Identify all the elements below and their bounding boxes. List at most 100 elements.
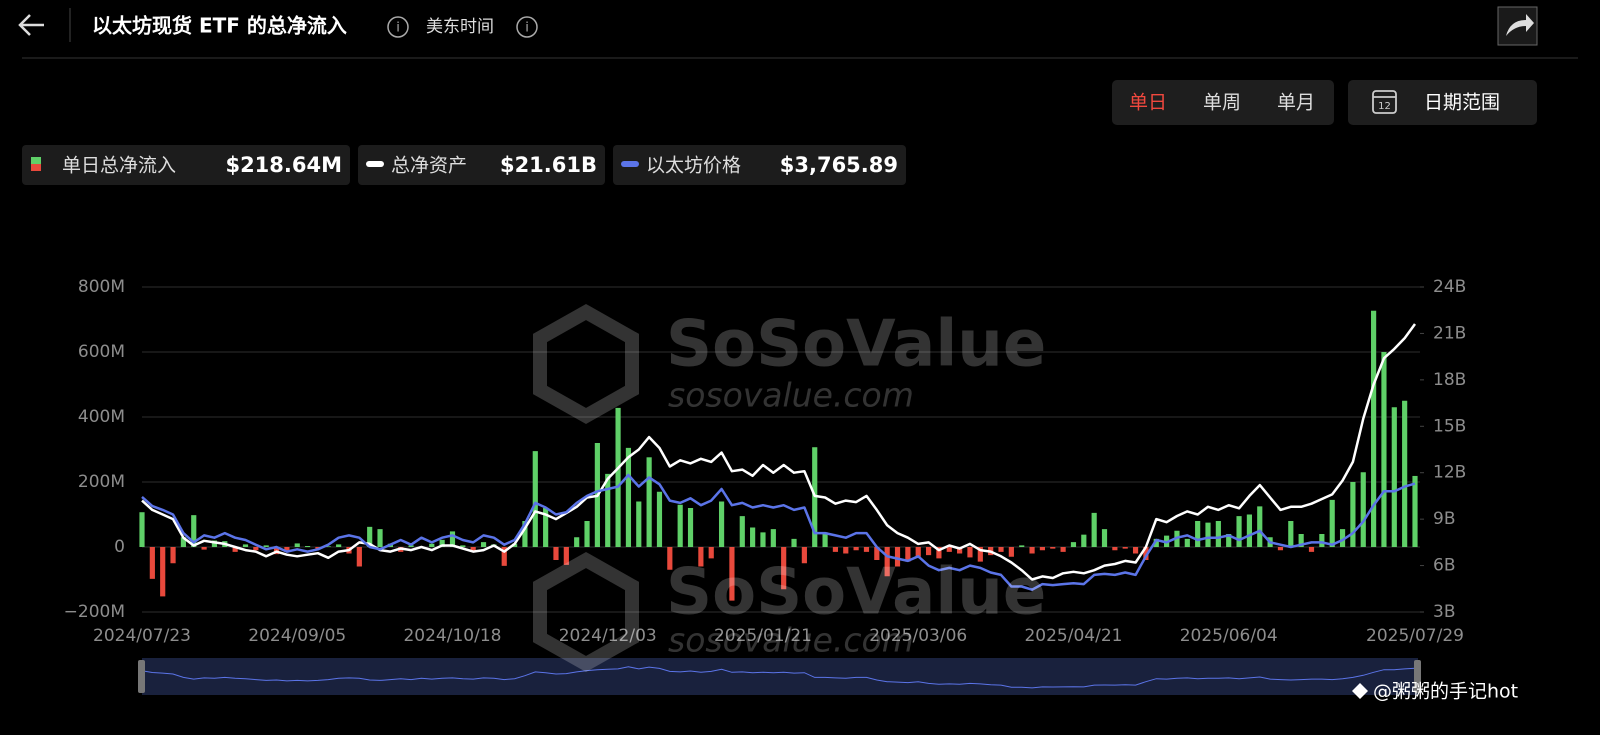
flow-bar [1008,547,1014,557]
flow-bar [574,537,580,547]
flow-bar [957,547,963,554]
y2-tick-label: 12B [1433,463,1466,483]
flow-bar [315,547,321,549]
flow-bar [522,521,528,547]
legend-box [613,145,906,185]
flow-bar [946,547,952,552]
flow-bar [832,547,839,552]
watermark-brand: SoSoValue [666,556,1046,630]
flow-bar [1195,521,1201,547]
flow-bar [677,504,683,547]
flow-bar [180,537,186,547]
y2-tick-label: 6B [1433,556,1455,576]
y2-tick-label: 21B [1433,323,1466,343]
period-button[interactable]: 单月 [1277,92,1315,114]
flow-bar [1060,547,1066,552]
flow-bar [139,512,145,547]
back-button[interactable] [18,14,44,36]
legend-value: $21.61B [500,153,597,177]
flow-bar [874,547,880,560]
period-button[interactable]: 单周 [1203,92,1241,114]
credit-text: @粥粥的手记hot [1373,681,1518,703]
flow-bar [377,529,383,547]
flow-bar [750,527,756,547]
flow-bar [191,515,197,547]
legend-name: 总净资产 [391,155,467,177]
date-range-button[interactable]: 12 日期范围 [1348,80,1537,125]
flow-bar [853,547,859,551]
flow-bar [801,547,807,564]
flow-bar [1132,547,1139,554]
flow-bar [646,457,652,547]
watermark-brand: SoSoValue [666,308,1046,382]
y-tick-label: 0 [114,537,125,557]
flow-bar [1371,310,1377,547]
flow-bar [1288,521,1294,547]
period-button[interactable]: 单日 [1129,92,1167,114]
flow-bar [553,547,559,560]
y-tick-label: 400M [78,407,125,427]
flow-bar [1081,534,1087,547]
legend-swatch [366,161,384,167]
flow-bar [480,542,487,547]
x-tick-label: 2025/04/21 [1024,626,1122,646]
navigator-handle[interactable] [1414,660,1421,693]
flow-bar [667,547,673,570]
flow-bar [460,545,466,547]
legend-value: $3,765.89 [780,153,898,177]
flow-bar [1402,400,1408,547]
flow-bar [439,539,445,547]
flow-bar [1350,482,1356,547]
flow-bar [770,529,776,547]
flow-bar [687,508,694,547]
info-icon[interactable]: i [387,16,409,38]
flow-bar [615,407,621,547]
flow-bar [367,526,373,547]
y2-tick-label: 15B [1433,416,1466,436]
flow-bar [242,544,249,547]
x-tick-label: 2024/09/05 [248,626,346,646]
period-group [1112,80,1334,125]
flow-bar [1246,514,1252,547]
flow-bar [718,501,725,547]
title: 以太坊现货 ETF 的总净流入 [92,14,347,38]
timezone: 美东时间 [426,17,494,37]
x-tick-label: 2025/03/06 [869,626,967,646]
flow-bar [325,546,331,547]
flow-bar [263,545,269,547]
flow-bar [1236,516,1242,547]
flow-bar [1215,521,1221,547]
flow-bar [936,547,942,559]
flow-bar [1112,547,1118,551]
x-tick-label: 2025/01/21 [714,626,812,646]
share-button[interactable] [1497,6,1538,46]
x-tick-label: 2024/07/23 [93,626,191,646]
flow-bar [998,547,1004,552]
flow-bar [915,547,921,557]
flow-bar [253,547,259,551]
date-range-label: 日期范围 [1424,92,1500,114]
flow-bar [1122,547,1128,549]
watermark-url: sosovalue.com [668,621,914,660]
flow-bar [284,547,290,552]
flow-bar [698,547,704,567]
flow-bar [470,547,476,551]
navigator-handle[interactable] [138,660,145,693]
flow-bar [408,545,414,547]
y-tick-label: 600M [78,342,125,362]
flow-bar [625,447,632,547]
flow-bar [1029,547,1035,554]
flow-bar [656,491,663,547]
flow-bar [863,547,870,552]
flow-bar [1050,547,1056,549]
flow-bar [1360,472,1366,547]
legend-name: 以太坊价格 [646,155,741,177]
flow-bar [1381,352,1387,547]
legend-box [22,145,350,185]
credit: @粥粥的手记hot [1352,681,1518,703]
info-icon[interactable]: i [516,16,538,38]
flow-bar [294,543,300,547]
legend-box [358,145,605,185]
flow-bar [739,516,745,547]
flow-bar [1329,499,1335,547]
